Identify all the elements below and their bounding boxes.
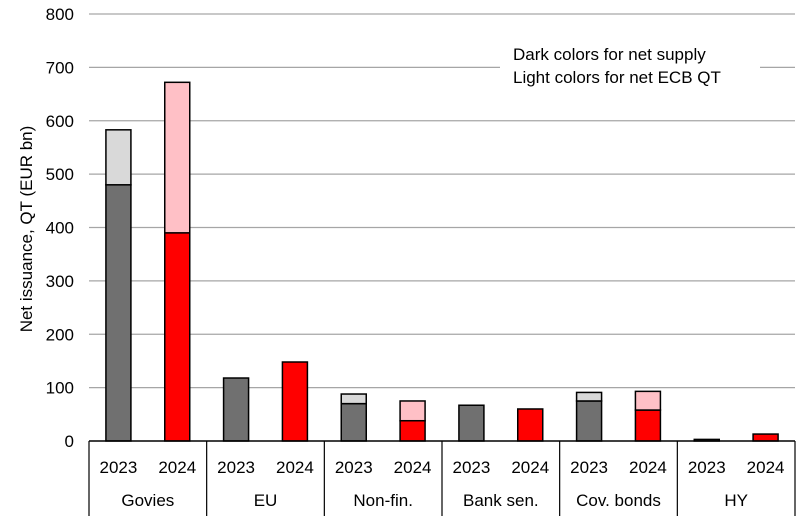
x-tick-label: 2023: [217, 458, 255, 477]
x-tick-label: 2023: [453, 458, 491, 477]
x-tick-label: 2024: [276, 458, 314, 477]
x-tick-label: 2023: [688, 458, 726, 477]
y-axis-ticks: 0 100 200 300 400 500 600 700 800: [46, 5, 74, 451]
x-axis: 2023 2024 Govies 2023 2024 EU 2023 2024 Non-fin.…: [88, 440, 796, 516]
annotation-line-2: Light colors for net ECB QT: [513, 68, 721, 87]
group-label: Non-fin.: [353, 491, 413, 510]
bar-supply-2024: [399, 419, 426, 442]
y-tick-label: 700: [46, 58, 74, 77]
x-tick-label: 2023: [335, 458, 373, 477]
bar-supply-2024: [281, 361, 309, 442]
x-tick-label: 2024: [158, 458, 196, 477]
group-label: HY: [724, 491, 748, 510]
bar-supply-2024: [752, 433, 779, 442]
bar-supply-2024: [634, 409, 662, 442]
bar-supply-2023: [340, 402, 367, 442]
x-tick-label: 2024: [747, 458, 785, 477]
y-tick-label: 600: [46, 112, 74, 131]
y-tick-label: 400: [46, 219, 74, 238]
bar-supply-2023: [222, 377, 250, 442]
bar-supply-2023: [458, 404, 485, 442]
bar-supply-2024: [164, 232, 191, 442]
bar-qt-2023: [105, 129, 132, 186]
bar-supply-2023: [105, 184, 132, 442]
bar-qt-2024: [164, 81, 191, 234]
y-tick-label: 100: [46, 379, 74, 398]
bar-qt-2023: [340, 393, 367, 405]
gridlines: [89, 13, 795, 389]
x-tick-label: 2024: [394, 458, 432, 477]
x-tick-label: 2023: [100, 458, 138, 477]
y-tick-label: 300: [46, 272, 74, 291]
y-tick-label: 200: [46, 325, 74, 344]
bars: [105, 81, 779, 442]
x-tick-label: 2024: [511, 458, 549, 477]
annotation-line-1: Dark colors for net supply: [513, 45, 706, 64]
annotation: Dark colors for net supply Light colors …: [500, 36, 760, 94]
x-tick-label: 2023: [570, 458, 608, 477]
group-label: EU: [254, 491, 278, 510]
group-label: Bank sen.: [463, 491, 539, 510]
group-label: Cov. bonds: [576, 491, 661, 510]
y-axis-label: Net issuance, QT (EUR bn): [17, 126, 36, 333]
y-tick-label: 800: [46, 5, 74, 24]
group-label: Govies: [121, 491, 174, 510]
bar-qt-2023: [575, 391, 603, 402]
bar-supply-2023: [575, 400, 603, 442]
bar-qt-2024: [399, 400, 426, 422]
x-tick-label: 2024: [629, 458, 667, 477]
bar-qt-2024: [634, 390, 662, 411]
y-tick-label: 500: [46, 165, 74, 184]
y-tick-label: 0: [65, 432, 74, 451]
bar-supply-2024: [517, 408, 544, 442]
